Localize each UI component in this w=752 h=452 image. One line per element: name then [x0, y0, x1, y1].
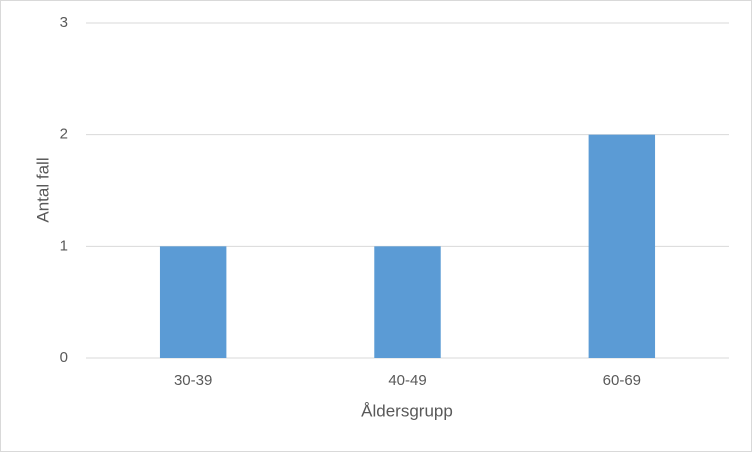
- x-tick-label: 30-39: [174, 372, 212, 389]
- x-tick-label: 40-49: [388, 372, 426, 389]
- y-tick-label: 2: [60, 126, 68, 143]
- y-tick-label: 1: [60, 237, 68, 254]
- y-tick-label: 3: [60, 14, 68, 31]
- y-axis-label: Antal fall: [33, 157, 52, 222]
- x-tick-label: 60-69: [603, 372, 641, 389]
- bar: [159, 246, 227, 358]
- x-axis-label: Åldersgrupp: [361, 401, 453, 420]
- y-tick-label: 0: [60, 349, 68, 366]
- bar: [588, 134, 656, 358]
- bar: [374, 246, 441, 358]
